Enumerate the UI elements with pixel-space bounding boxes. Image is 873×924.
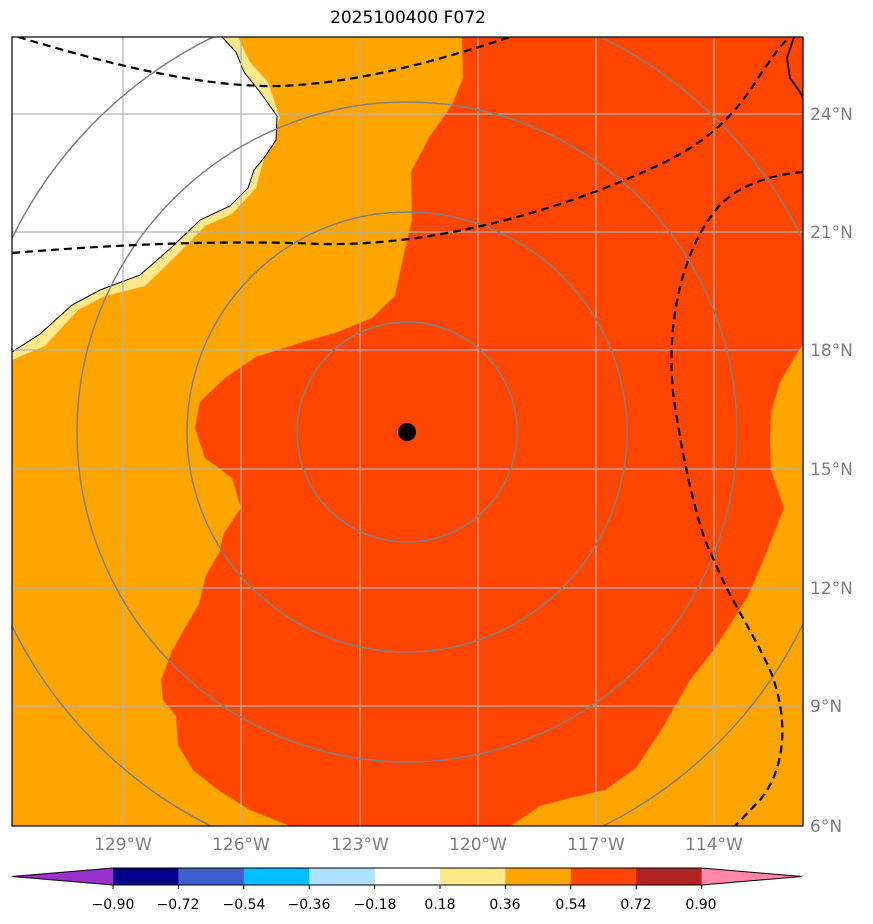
colorbar-extend-high [701,868,802,885]
colorbar-segment [636,868,703,885]
storm-center-marker [398,423,416,441]
colorbar-segment [243,868,310,885]
colorbar-segment [113,868,179,885]
lat-labels: 24°N 21°N 18°N 15°N 12°N 9°N 6°N [810,105,853,837]
lon-label: 126°W [212,835,270,855]
colorbar-segment [570,868,637,885]
colorbar-tick-label: −0.90 [92,897,135,913]
colorbar-segment [309,868,376,885]
graticule [12,37,803,826]
lat-label: 12°N [810,579,853,599]
colorbar-tick-label: −0.18 [354,897,397,913]
map-title: 2025100400 F072 [330,8,486,28]
lon-label: 120°W [449,835,507,855]
coastline-detail [786,37,803,99]
colorbar-segment [505,868,572,885]
field-red-orange [161,37,803,826]
lon-label: 114°W [685,835,743,855]
land-area [12,37,278,353]
lon-label: 117°W [567,835,625,855]
colorbar-tick-label: 0.90 [685,897,716,913]
lat-label: 24°N [810,105,853,125]
dashed-boundaries [12,37,803,826]
lon-label: 129°W [94,835,152,855]
colorbar-extend-low [12,868,113,885]
colorbar-tick-label: −0.72 [157,897,200,913]
colorbar-segment [374,868,441,885]
lat-label: 9°N [810,697,842,717]
colorbar-tick-label: 0.36 [489,897,520,913]
colorbar [11,867,803,889]
colorbar-segment [178,868,245,885]
colorbar-segment [440,868,506,885]
lon-labels: 129°W 126°W 123°W 120°W 117°W 114°W [94,835,743,855]
colorbar-tick-label: −0.36 [288,897,331,913]
lat-label: 18°N [810,341,853,361]
colorbar-tick-label: 0.18 [424,897,455,913]
map-plot-area [12,37,803,826]
map-frame [11,36,804,827]
range-rings [12,37,803,826]
lat-label: 15°N [810,460,853,480]
colorbar-labels: −0.90 −0.72 −0.54 −0.36 −0.18 0.18 0.36 … [92,897,717,913]
lat-label: 21°N [810,223,853,243]
colorbar-tick-label: 0.54 [555,897,586,913]
colorbar-tick-label: 0.72 [620,897,651,913]
lat-label: 6°N [810,817,842,837]
lon-label: 123°W [331,835,389,855]
colorbar-tick-label: −0.54 [223,897,266,913]
